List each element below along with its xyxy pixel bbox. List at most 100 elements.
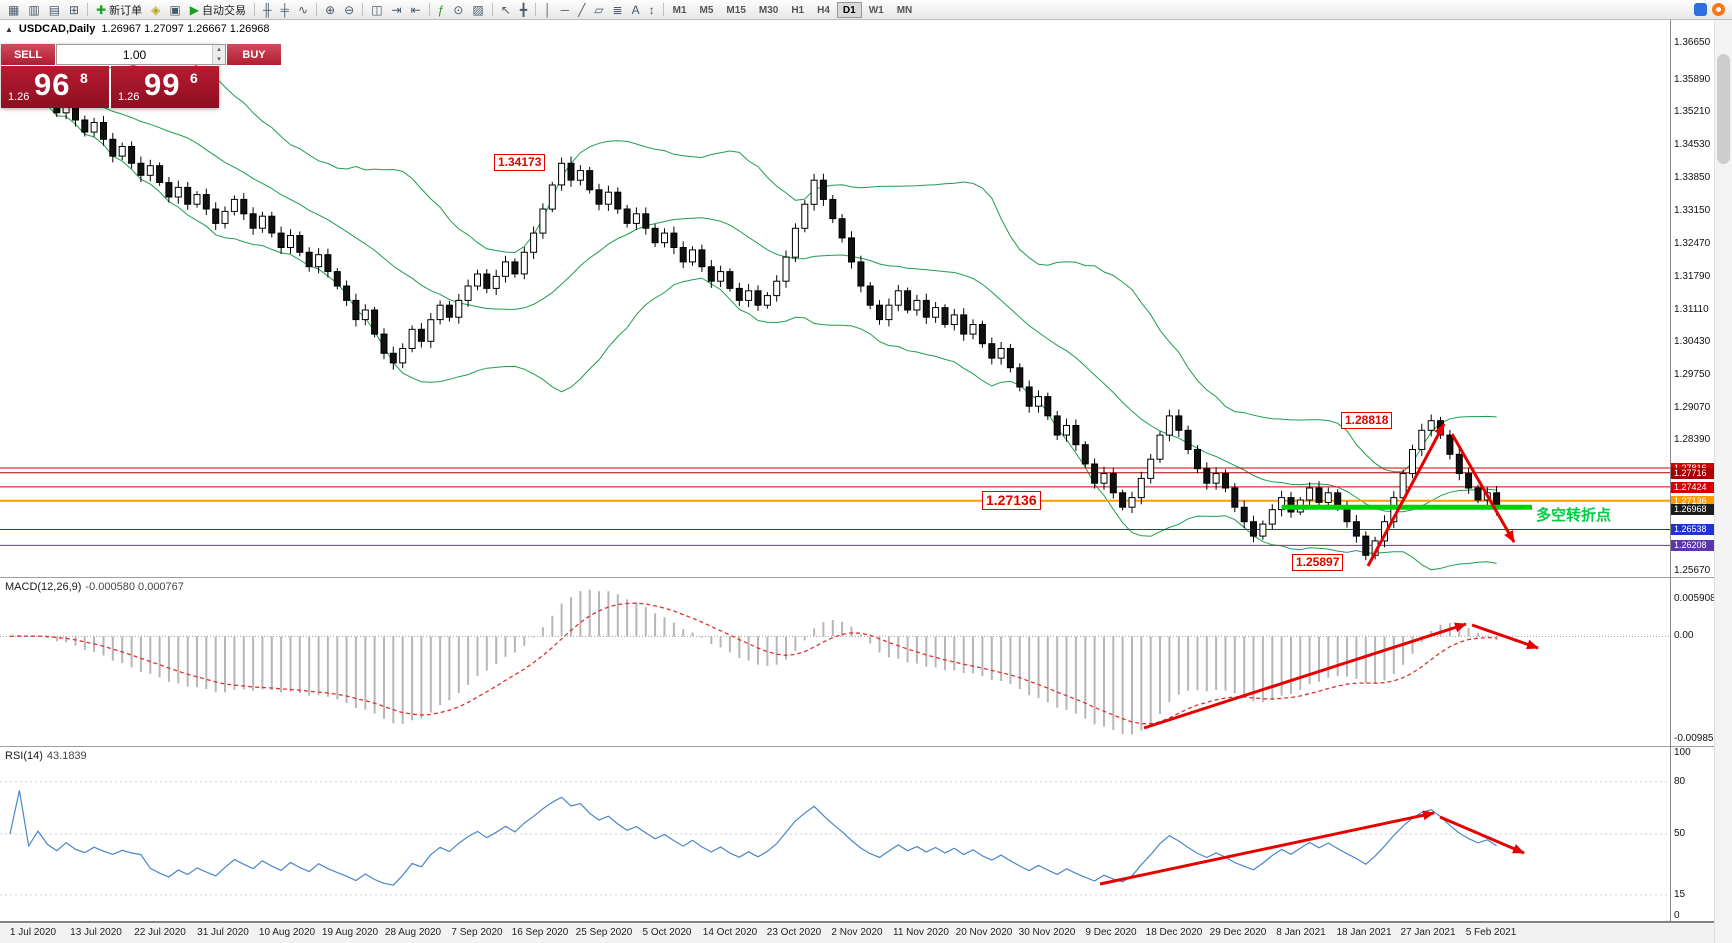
date-axis[interactable]: 1 Jul 2020 13 Jul 2020 22 Jul 2020 31 Jul 2… [0,922,1714,943]
vertical-scrollbar[interactable] [1714,20,1732,943]
new-order-button[interactable]: ✚ 新订单 [92,1,146,18]
macd-chart[interactable] [0,578,1670,746]
sell-price-prefix: 1.26 [8,91,30,103]
rsi-indicator-panel[interactable]: RSI(14) 43.1839 [0,747,1670,922]
navigator-icon-icon: ⊞ [69,2,80,17]
macd-name: MACD(12,26,9) [5,581,82,593]
metaeditor-icon-icon: ◈ [151,2,161,17]
sell-price-big: 96 [34,67,71,102]
turning-point-label[interactable]: 多空转折点 [1536,507,1612,524]
trend-arrow[interactable] [1439,815,1525,855]
price-axis[interactable]: 1.36650 1.35890 1.35210 1.34530 1.33850 1.331… [1670,20,1719,922]
navigator-icon[interactable]: ⊞ [65,1,83,18]
tile-windows-icon[interactable]: ◫ [367,1,386,18]
market-watch-icon[interactable]: ▥ [24,1,43,18]
timeframe-m30[interactable]: M30 [758,4,779,16]
toolbar-separator [428,3,430,16]
templates-icon[interactable]: ▨ [468,1,487,18]
date-label: 13 Jul 2020 [70,927,122,938]
chart-ohlc-values: 1.26967 1.27097 1.26667 1.26968 [101,23,270,35]
date-label: 9 Dec 2020 [1085,927,1137,938]
toolbar-separator [662,3,664,16]
chart-shift-icon[interactable]: ⇤ [407,1,425,18]
zoom-out-icon[interactable]: ⊖ [340,1,358,18]
price-annotation-high[interactable]: 1.34173 [494,154,546,171]
notification-icon[interactable] [1712,3,1725,16]
price-axis-label: 1.35210 [1674,106,1711,117]
price-annotation-mid-level[interactable]: 1.27136 [982,491,1041,510]
crosshair-icon[interactable]: ╋ [516,1,531,18]
volume-decrease-button[interactable]: ▾ [213,54,225,64]
trend-arrow[interactable] [1471,623,1539,650]
price-tag: 1.26208 [1671,540,1715,551]
sell-price-box[interactable]: 1.26 96 8 [1,66,109,108]
toolbar-separator [362,3,364,16]
chart-header: ▲ USDCAD,Daily 1.26967 1.27097 1.26667 1… [5,23,270,35]
volume-input[interactable] [57,45,212,64]
periods-icon-icon: ⊙ [453,2,464,17]
candlestick-chart[interactable] [0,20,1670,577]
price-annotation-swing-low[interactable]: 1.25897 [1292,554,1344,571]
bars-chart-icon-icon: ╫ [262,2,272,17]
chart-symbol: USDCAD,Daily [18,23,96,35]
timeframe-mn[interactable]: MN [896,4,913,16]
bars-chart-icon[interactable]: ╫ [259,1,276,18]
price-axis-label: 1.29750 [1674,369,1711,380]
periods-icon[interactable]: ⊙ [449,1,467,18]
price-tag: 1.26968 [1671,504,1715,515]
timeframe-m15[interactable]: M15 [726,4,746,16]
sell-button[interactable]: SELL [1,44,55,65]
rsi-axis-label: 50 [1674,828,1686,839]
date-label: 23 Oct 2020 [766,927,822,938]
price-axis-label: 1.31790 [1674,271,1711,282]
charts-grid-icon[interactable]: ▦ [4,1,23,18]
price-annotation-swing-high[interactable]: 1.28818 [1341,412,1393,429]
vertical-line-icon[interactable]: │ [540,1,556,18]
arrows-icon[interactable]: ↕ [645,1,659,18]
auto-trading-button[interactable]: ▶ 自动交易 [186,1,250,18]
trend-arrow[interactable] [1099,810,1435,886]
line-chart-icon[interactable]: ∿ [294,1,312,18]
fibonacci-icon[interactable]: ≣ [609,1,627,18]
trend-arrow[interactable] [1366,423,1446,567]
fibonacci-icon-icon: ≣ [612,2,623,17]
channel-icon[interactable]: ▱ [590,1,607,18]
price-axis-label: 1.34530 [1674,139,1711,150]
timeframe-m5[interactable]: M5 [699,4,714,16]
candlestick-chart-icon[interactable]: ╪ [276,1,293,18]
date-label: 16 Sep 2020 [511,927,569,938]
toolbar-separator [87,3,89,16]
auto-trading-button-label: 自动交易 [201,4,246,17]
data-window-icon[interactable]: ▤ [45,1,64,18]
indicators-icon[interactable]: ƒ [434,1,449,18]
trend-arrow[interactable] [1143,622,1467,730]
date-label: 19 Aug 2020 [321,927,379,938]
text-icon[interactable]: A [628,1,644,18]
timeframe-d1[interactable]: D1 [836,1,862,18]
volume-increase-button[interactable]: ▴ [213,45,225,55]
date-label: 25 Sep 2020 [575,927,633,938]
timeframe-w1[interactable]: W1 [868,4,884,16]
trend-arrow[interactable] [1450,433,1516,543]
price-chart-panel[interactable]: ▲ USDCAD,Daily 1.26967 1.27097 1.26667 1… [0,20,1670,578]
window-badge-icon[interactable] [1694,3,1707,16]
metaeditor-icon[interactable]: ◈ [147,1,164,18]
terminal-icon[interactable]: ▣ [165,1,184,18]
trendline-icon[interactable]: ╱ [574,1,589,18]
timeframe-h4[interactable]: H4 [817,4,830,16]
macd-indicator-panel[interactable]: MACD(12,26,9) -0.000580 0.000767 [0,578,1670,747]
rsi-chart[interactable] [0,747,1670,921]
rsi-value: 43.1839 [46,750,87,762]
date-label: 1 Jul 2020 [9,927,57,938]
cursor-icon[interactable]: ↖ [497,1,515,18]
buy-button[interactable]: BUY [227,44,281,65]
horizontal-line-icon[interactable]: ─ [557,1,574,18]
timeframe-m1[interactable]: M1 [672,4,687,16]
scrollbar-thumb[interactable] [1717,54,1730,164]
auto-scroll-icon[interactable]: ⇥ [388,1,406,18]
zoom-in-icon[interactable]: ⊕ [321,1,339,18]
line-chart-icon-icon: ∿ [298,2,309,17]
buy-price-box[interactable]: 1.26 99 6 [111,66,219,108]
timeframe-h1[interactable]: H1 [791,4,805,16]
vertical-line-icon-icon: │ [544,2,552,17]
